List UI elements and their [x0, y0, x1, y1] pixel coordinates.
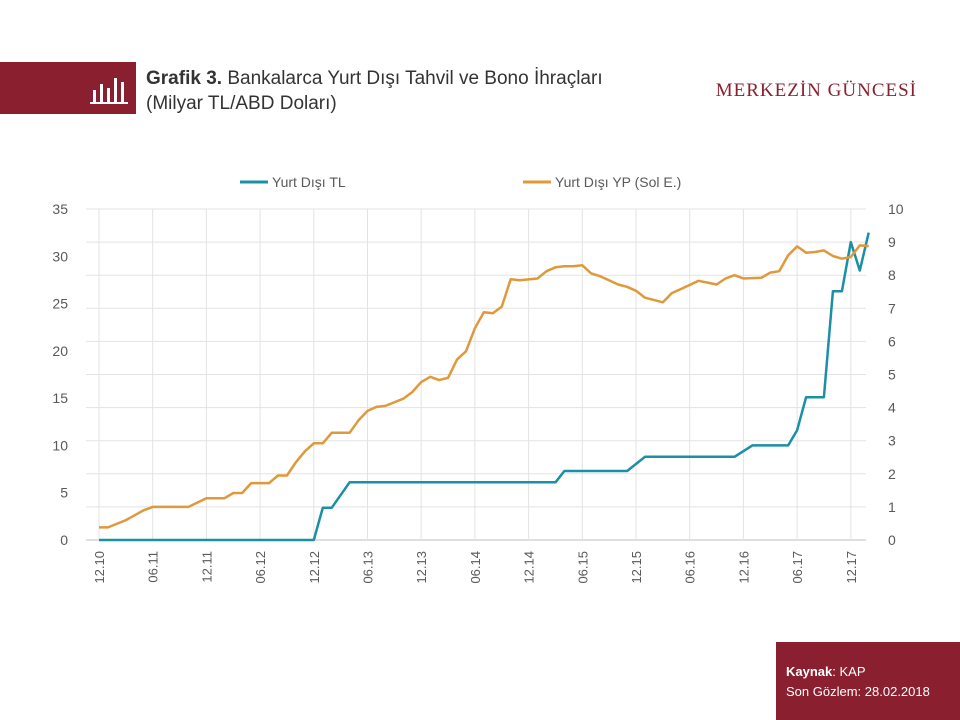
x-tick-label: 12.15 [629, 551, 644, 584]
x-tick-label: 12.10 [92, 551, 107, 584]
y-left-tick-label: 15 [52, 390, 68, 406]
header-accent-band [0, 62, 136, 114]
bar-chart-icon [90, 78, 128, 104]
y-right-tick-label: 1 [888, 499, 896, 515]
x-tick-label: 12.14 [522, 551, 537, 584]
y-left-tick-label: 0 [60, 532, 68, 548]
source-label: Kaynak [786, 664, 833, 679]
y-right-tick-label: 5 [888, 367, 896, 383]
last-observation-label: Son Gözlem [786, 684, 858, 699]
source-value: KAP [839, 664, 866, 679]
subtitle: (Milyar TL/ABD Doları) [146, 93, 337, 114]
legend-label: Yurt Dışı YP (Sol E.) [555, 174, 681, 190]
x-tick-label: 06.13 [361, 551, 376, 584]
series-line-yp [99, 244, 869, 529]
x-tick-label: 06.12 [253, 551, 268, 584]
legend: Yurt Dışı TL Yurt Dışı YP (Sol E.) [240, 174, 681, 190]
y-left-tick-label: 30 [52, 248, 68, 264]
y-right-tick-label: 8 [888, 267, 896, 283]
legend-label: Yurt Dışı TL [272, 174, 346, 190]
y-right-tick-label: 3 [888, 433, 896, 449]
y-right-tick-label: 7 [888, 300, 896, 316]
x-tick-label: 06.11 [146, 551, 161, 583]
brand-logo-text: MERKEZİN GÜNCESİ [715, 80, 917, 101]
y-right-tick-label: 0 [888, 532, 896, 548]
source-box: Kaynak: KAP Son Gözlem: 28.02.2018 [776, 642, 960, 720]
y-right-tick-label: 6 [888, 333, 896, 349]
x-tick-label: 06.15 [575, 551, 590, 584]
axes: 0 5 10 15 20 25 30 35 0 1 2 3 4 5 6 7 8 9 10 12.10 06.11 12.1… [52, 201, 903, 584]
x-tick-label: 06.16 [683, 551, 698, 584]
y-left-tick-label: 5 [60, 485, 68, 501]
chart-title: Grafik 3. Bankalarca Yurt Dışı Tahvil ve… [146, 66, 706, 116]
y-left-tick-label: 35 [52, 201, 68, 217]
last-observation-value: 28.02.2018 [864, 684, 930, 699]
y-left-tick-label: 10 [52, 437, 68, 453]
x-tick-label: 06.17 [790, 551, 805, 584]
title-text: Bankalarca Yurt Dışı Tahvil ve Bono İhra… [227, 68, 603, 89]
y-right-tick-label: 9 [888, 234, 896, 250]
x-tick-label: 12.11 [199, 551, 214, 583]
y-right-tick-label: 4 [888, 400, 896, 416]
x-tick-label: 06.14 [468, 551, 483, 584]
x-tick-label: 12.17 [844, 551, 859, 584]
grid [86, 208, 866, 541]
x-tick-label: 12.12 [307, 551, 322, 584]
x-tick-label: 12.13 [414, 551, 429, 584]
title-bold: Grafik 3. [146, 68, 223, 89]
series-line-tl [99, 232, 870, 542]
x-tick-label: 12.16 [736, 551, 751, 584]
y-left-tick-label: 20 [52, 343, 68, 359]
series-lines [99, 232, 870, 542]
y-left-tick-label: 25 [52, 296, 68, 312]
y-right-tick-label: 10 [888, 201, 904, 217]
y-right-tick-label: 2 [888, 466, 896, 482]
